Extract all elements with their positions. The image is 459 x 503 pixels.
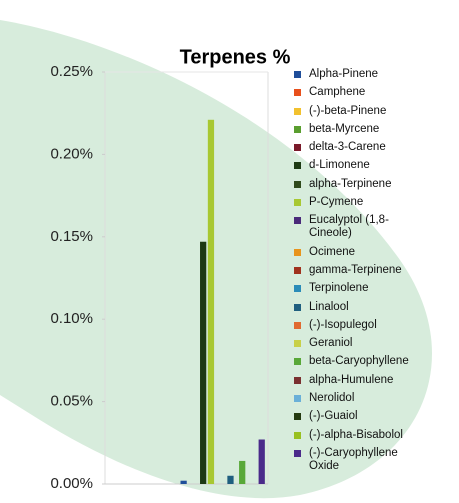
legend-item: (-)-beta-Pinene xyxy=(294,105,454,118)
legend-item: Terpinolene xyxy=(294,282,454,295)
legend-swatch xyxy=(294,71,301,78)
legend-label: delta-3-Carene xyxy=(309,141,386,154)
legend-label: Linalool xyxy=(309,301,349,314)
legend-label: (-)-Guaiol xyxy=(309,410,358,423)
legend-swatch xyxy=(294,340,301,347)
y-tick-label: 0.00% xyxy=(50,475,93,492)
y-tick-label: 0.10% xyxy=(50,310,93,327)
legend-item: (-)-alpha-Bisabolol xyxy=(294,429,454,442)
chart-page: Terpenes % 0.00% 0.05% 0.10% 0.15% 0.20% 0.25… xyxy=(0,0,459,503)
legend-swatch xyxy=(294,249,301,256)
legend-label: d-Limonene xyxy=(309,159,370,172)
legend-swatch xyxy=(294,144,301,151)
legend-label: (-)-alpha-Bisabolol xyxy=(309,429,403,442)
legend-label: beta-Myrcene xyxy=(309,123,379,136)
legend-swatch xyxy=(294,126,301,133)
bar xyxy=(239,461,245,484)
legend: Alpha-Pinene Camphene (-)-beta-Pinene beta-… xyxy=(294,68,454,478)
legend-item: (-)-Isopulegol xyxy=(294,319,454,332)
legend-swatch xyxy=(294,108,301,115)
legend-label: beta-Caryophyllene xyxy=(309,355,409,368)
legend-item: Ocimene xyxy=(294,246,454,259)
legend-label: alpha-Humulene xyxy=(309,374,393,387)
y-tick-label: 0.15% xyxy=(50,228,93,245)
legend-swatch xyxy=(294,267,301,274)
legend-swatch xyxy=(294,377,301,384)
legend-swatch xyxy=(294,285,301,292)
legend-label: Nerolidol xyxy=(309,392,354,405)
legend-item: beta-Caryophyllene xyxy=(294,355,454,368)
legend-item: alpha-Terpinene xyxy=(294,178,454,191)
chart-title: Terpenes % xyxy=(180,46,291,68)
legend-item: P-Cymene xyxy=(294,196,454,209)
bar xyxy=(227,476,233,484)
legend-swatch xyxy=(294,395,301,402)
legend-swatch xyxy=(294,89,301,96)
legend-item: beta-Myrcene xyxy=(294,123,454,136)
legend-swatch xyxy=(294,413,301,420)
bar xyxy=(259,440,265,484)
legend-label: (-)-Isopulegol xyxy=(309,319,377,332)
legend-item: delta-3-Carene xyxy=(294,141,454,154)
legend-label: alpha-Terpinene xyxy=(309,178,391,191)
legend-item: (-)-Caryophyllene Oxide xyxy=(294,447,454,473)
legend-swatch xyxy=(294,322,301,329)
legend-item: Geraniol xyxy=(294,337,454,350)
legend-label: P-Cymene xyxy=(309,196,363,209)
legend-item: d-Limonene xyxy=(294,159,454,172)
legend-item: Nerolidol xyxy=(294,392,454,405)
legend-label: Terpinolene xyxy=(309,282,368,295)
y-tick-label: 0.20% xyxy=(50,145,93,162)
legend-swatch xyxy=(294,450,301,457)
legend-label: Geraniol xyxy=(309,337,352,350)
legend-swatch xyxy=(294,432,301,439)
legend-label: Eucalyptol (1,8-Cineole) xyxy=(309,214,429,240)
y-tick-label: 0.05% xyxy=(50,393,93,410)
legend-item: (-)-Guaiol xyxy=(294,410,454,423)
legend-item: Linalool xyxy=(294,301,454,314)
legend-item: Eucalyptol (1,8-Cineole) xyxy=(294,214,454,240)
legend-item: alpha-Humulene xyxy=(294,374,454,387)
legend-swatch xyxy=(294,199,301,206)
legend-label: (-)-beta-Pinene xyxy=(309,105,386,118)
legend-swatch xyxy=(294,181,301,188)
legend-label: Ocimene xyxy=(309,246,355,259)
legend-swatch xyxy=(294,217,301,224)
legend-item: gamma-Terpinene xyxy=(294,264,454,277)
legend-label: Alpha-Pinene xyxy=(309,68,378,81)
legend-item: Alpha-Pinene xyxy=(294,68,454,81)
legend-swatch xyxy=(294,358,301,365)
legend-swatch xyxy=(294,304,301,311)
bar xyxy=(200,242,206,484)
legend-label: gamma-Terpinene xyxy=(309,264,402,277)
bar xyxy=(208,120,214,484)
bar xyxy=(181,481,187,484)
y-tick-label: 0.25% xyxy=(50,63,93,80)
legend-swatch xyxy=(294,162,301,169)
legend-item: Camphene xyxy=(294,86,454,99)
legend-label: Camphene xyxy=(309,86,365,99)
legend-label: (-)-Caryophyllene Oxide xyxy=(309,447,429,473)
